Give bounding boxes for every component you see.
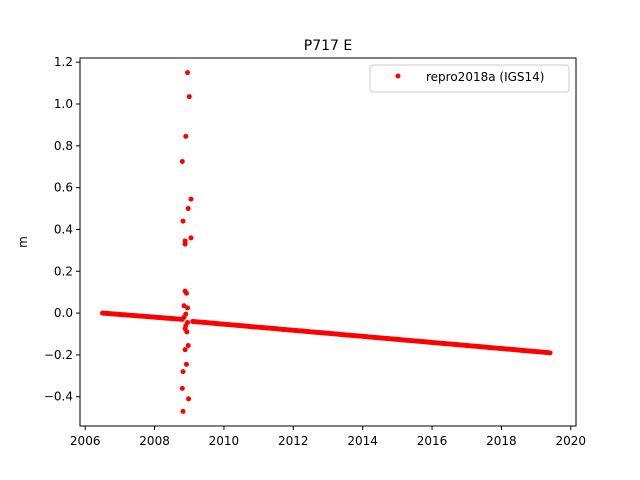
data-point (184, 329, 190, 335)
x-tick-label: 2008 (139, 434, 170, 448)
y-axis: −0.4 −0.2 0.0 0.2 0.4 0.6 0.8 1.0 1.2 (44, 55, 80, 404)
legend-marker (395, 73, 401, 79)
data-point (183, 361, 189, 367)
data-point (188, 196, 194, 202)
x-tick-label: 2014 (347, 434, 378, 448)
x-tick-label: 2016 (417, 434, 448, 448)
y-tick-label: 1.0 (54, 97, 73, 111)
y-tick-label: −0.2 (44, 348, 73, 362)
x-tick-label: 2006 (70, 434, 101, 448)
x-tick-label: 2018 (486, 434, 517, 448)
axes-frame (79, 57, 577, 427)
y-tick-label: 0.6 (54, 181, 73, 195)
chart-title: P717 E (304, 38, 352, 54)
data-point (183, 133, 189, 139)
data-point (188, 235, 194, 241)
data-point (186, 94, 192, 100)
data-point (180, 408, 186, 414)
data-point (180, 369, 186, 375)
x-tick-label: 2012 (278, 434, 309, 448)
data-point (183, 290, 189, 296)
data-point (185, 343, 191, 348)
data-point (185, 70, 191, 76)
data-point (181, 314, 187, 320)
data-point (179, 159, 185, 164)
legend: repro2018a (IGS14) (369, 64, 570, 93)
y-axis-label: m (16, 236, 30, 248)
y-tick-label: 0.8 (54, 139, 73, 153)
data-point (180, 218, 186, 224)
x-tick-label: 2020 (556, 434, 587, 448)
data-point (186, 396, 192, 402)
data-point (182, 241, 188, 247)
y-tick-label: 1.2 (54, 55, 73, 69)
data-point (182, 347, 188, 353)
data-point (185, 305, 191, 311)
data-point (179, 385, 185, 391)
legend-label: repro2018a (IGS14) (426, 70, 544, 84)
data-point (547, 350, 553, 356)
plot-area (100, 70, 553, 414)
legend-box (369, 64, 570, 93)
y-tick-label: 0.0 (54, 306, 73, 320)
y-tick-label: 0.4 (54, 222, 73, 236)
x-axis: 2006 2008 2010 2012 2014 2016 2018 2020 (70, 426, 586, 448)
y-tick-label: 0.2 (54, 264, 73, 278)
x-tick-label: 2010 (209, 434, 240, 448)
data-point (185, 206, 191, 212)
y-tick-label: −0.4 (44, 390, 73, 404)
